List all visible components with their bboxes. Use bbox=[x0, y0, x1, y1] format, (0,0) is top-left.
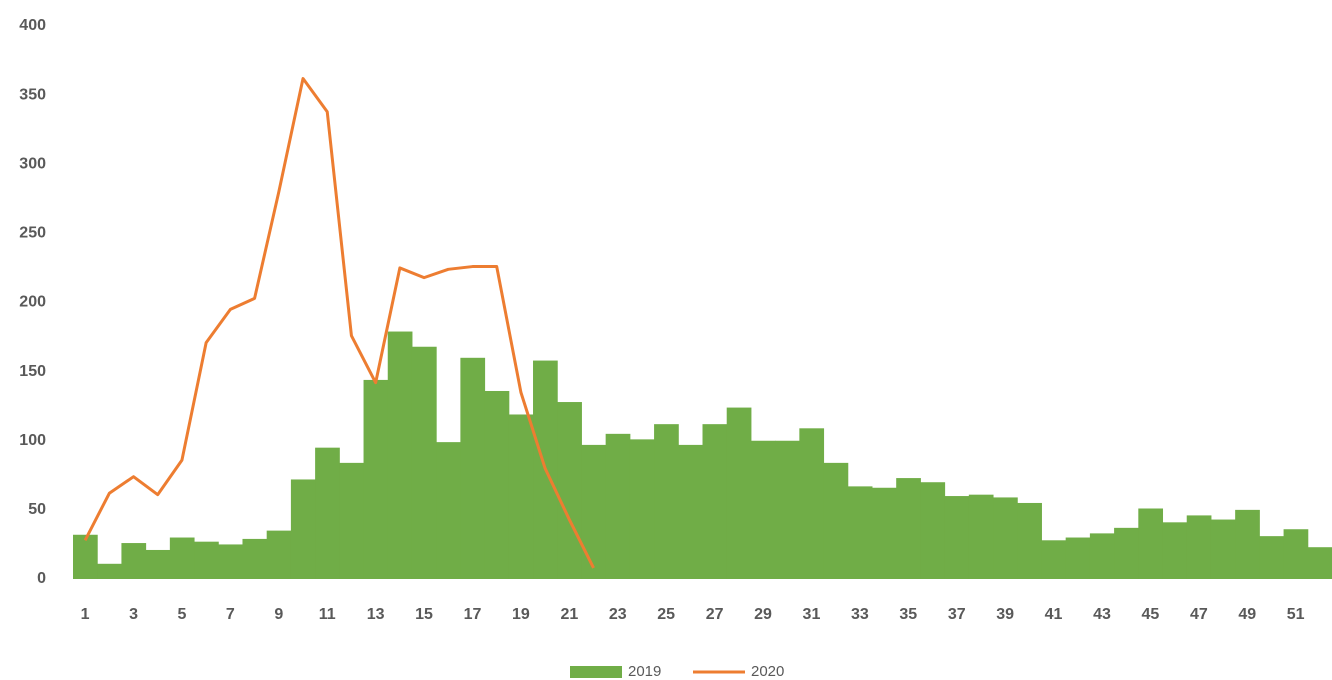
bar bbox=[1065, 537, 1091, 579]
bar bbox=[1138, 508, 1164, 579]
bar bbox=[799, 428, 825, 579]
bar bbox=[436, 442, 461, 579]
y-tick-label: 300 bbox=[19, 155, 46, 172]
bar bbox=[605, 433, 631, 579]
bar bbox=[1017, 502, 1042, 579]
x-tick-label: 5 bbox=[177, 606, 186, 623]
x-tick-label: 11 bbox=[319, 606, 336, 623]
x-tick-label: 43 bbox=[1093, 606, 1111, 623]
bar bbox=[896, 478, 921, 579]
bar bbox=[315, 447, 340, 579]
bar bbox=[678, 444, 703, 579]
bar bbox=[508, 414, 534, 579]
y-tick-label: 400 bbox=[19, 17, 46, 34]
bar bbox=[460, 357, 486, 579]
x-tick-label: 25 bbox=[657, 606, 675, 623]
bar bbox=[1235, 509, 1260, 579]
bar bbox=[1259, 536, 1285, 579]
bar bbox=[121, 543, 147, 579]
x-tick-label: 31 bbox=[803, 606, 821, 623]
x-tick-label: 51 bbox=[1287, 606, 1305, 623]
y-tick-label: 50 bbox=[28, 501, 46, 518]
x-tick-label: 35 bbox=[899, 606, 917, 623]
y-tick-label: 100 bbox=[19, 432, 46, 449]
bar bbox=[266, 530, 292, 579]
y-tick-label: 150 bbox=[19, 363, 46, 380]
bar bbox=[145, 549, 171, 579]
bar bbox=[339, 462, 365, 579]
x-tick-label: 19 bbox=[512, 606, 530, 623]
y-tick-label: 250 bbox=[19, 225, 46, 242]
x-tick-label: 3 bbox=[129, 606, 138, 623]
legend-label: 2019 bbox=[628, 663, 661, 680]
bar bbox=[242, 538, 268, 579]
x-tick-label: 29 bbox=[754, 606, 772, 623]
bar bbox=[629, 439, 655, 579]
x-tick-label: 45 bbox=[1142, 606, 1160, 623]
bar bbox=[194, 541, 219, 579]
x-tick-label: 39 bbox=[996, 606, 1014, 623]
x-tick-label: 7 bbox=[226, 606, 235, 623]
bar bbox=[1186, 515, 1212, 579]
bar bbox=[97, 563, 122, 579]
bar bbox=[775, 440, 800, 579]
y-tick-label: 200 bbox=[19, 294, 46, 311]
bar bbox=[1307, 547, 1332, 579]
bar bbox=[557, 402, 582, 579]
bar bbox=[1210, 519, 1236, 579]
bar bbox=[169, 537, 195, 579]
bar bbox=[1089, 533, 1115, 579]
bar bbox=[387, 331, 413, 579]
bar bbox=[993, 497, 1018, 579]
x-tick-label: 13 bbox=[367, 606, 385, 623]
x-tick-label: 41 bbox=[1045, 606, 1063, 623]
bar bbox=[1283, 529, 1309, 579]
bar bbox=[290, 479, 316, 579]
bar bbox=[847, 486, 873, 579]
bar bbox=[1162, 522, 1188, 579]
y-tick-label: 350 bbox=[19, 86, 46, 103]
y-tick-label: 0 bbox=[37, 570, 46, 587]
bar bbox=[871, 487, 897, 579]
bar bbox=[823, 462, 849, 579]
bar bbox=[1041, 540, 1067, 579]
legend-swatch bbox=[570, 666, 622, 678]
x-tick-label: 33 bbox=[851, 606, 869, 623]
bar bbox=[944, 496, 970, 579]
x-tick-label: 47 bbox=[1190, 606, 1208, 623]
bar bbox=[920, 482, 946, 579]
bar bbox=[581, 444, 607, 579]
x-tick-label: 9 bbox=[274, 606, 283, 623]
bar bbox=[654, 424, 679, 579]
x-tick-label: 15 bbox=[415, 606, 433, 623]
x-tick-label: 1 bbox=[81, 606, 90, 623]
bar bbox=[73, 534, 98, 579]
bar bbox=[968, 494, 994, 579]
x-tick-label: 23 bbox=[609, 606, 627, 623]
bar bbox=[218, 544, 243, 579]
x-tick-label: 27 bbox=[706, 606, 724, 623]
bar bbox=[411, 346, 437, 579]
legend-label: 2020 bbox=[751, 663, 784, 680]
bar bbox=[484, 390, 510, 579]
bar bbox=[702, 424, 728, 579]
x-tick-label: 21 bbox=[560, 606, 578, 623]
x-tick-label: 49 bbox=[1238, 606, 1256, 623]
bar bbox=[1114, 527, 1139, 579]
x-tick-label: 37 bbox=[948, 606, 966, 623]
bar bbox=[363, 379, 389, 579]
line bbox=[83, 77, 595, 569]
bar bbox=[726, 407, 752, 579]
bar bbox=[750, 440, 776, 579]
x-tick-label: 17 bbox=[464, 606, 482, 623]
